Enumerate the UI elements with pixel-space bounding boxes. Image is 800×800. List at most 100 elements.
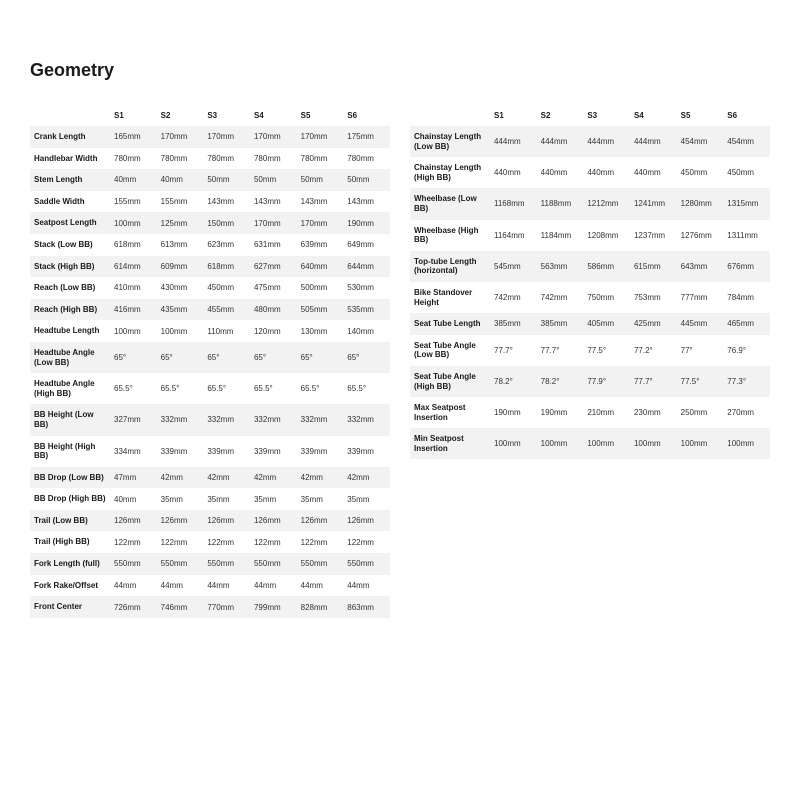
col-header: S1 (490, 105, 537, 126)
cell-value: 631mm (250, 234, 297, 256)
table-row: Trail (High BB)122mm122mm122mm122mm122mm… (30, 531, 390, 553)
cell-value: 65° (343, 342, 390, 373)
cell-value: 643mm (677, 251, 724, 282)
cell-value: 65.5° (110, 373, 157, 404)
cell-value: 126mm (250, 510, 297, 532)
cell-value: 1241mm (630, 188, 677, 219)
cell-value: 100mm (583, 428, 630, 459)
cell-value: 609mm (157, 256, 204, 278)
cell-value: 550mm (203, 553, 250, 575)
cell-value: 50mm (297, 169, 344, 191)
col-header: S6 (723, 105, 770, 126)
row-label: Saddle Width (30, 191, 110, 213)
cell-value: 77.5° (583, 335, 630, 366)
cell-value: 77.7° (490, 335, 537, 366)
cell-value: 780mm (203, 148, 250, 170)
cell-value: 444mm (537, 126, 584, 157)
row-label: Chainstay Length (High BB) (410, 157, 490, 188)
cell-value: 77.5° (677, 366, 724, 397)
row-label: Min Seatpost Insertion (410, 428, 490, 459)
cell-value: 125mm (157, 212, 204, 234)
cell-value: 77° (677, 335, 724, 366)
row-label: Wheelbase (Low BB) (410, 188, 490, 219)
cell-value: 100mm (157, 320, 204, 342)
cell-value: 47mm (110, 467, 157, 489)
cell-value: 76.9° (723, 335, 770, 366)
table-row: Crank Length165mm170mm170mm170mm170mm175… (30, 126, 390, 148)
cell-value: 440mm (537, 157, 584, 188)
cell-value: 465mm (723, 313, 770, 335)
row-label: Headtube Angle (High BB) (30, 373, 110, 404)
cell-value: 444mm (490, 126, 537, 157)
cell-value: 339mm (250, 436, 297, 467)
cell-value: 44mm (110, 575, 157, 597)
col-header: S6 (343, 105, 390, 126)
cell-value: 65° (250, 342, 297, 373)
cell-value: 405mm (583, 313, 630, 335)
cell-value: 42mm (157, 467, 204, 489)
cell-value: 339mm (343, 436, 390, 467)
cell-value: 618mm (203, 256, 250, 278)
cell-value: 35mm (203, 488, 250, 510)
cell-value: 450mm (203, 277, 250, 299)
cell-value: 550mm (297, 553, 344, 575)
cell-value: 746mm (157, 596, 204, 618)
cell-value: 230mm (630, 397, 677, 428)
cell-value: 1315mm (723, 188, 770, 219)
row-label: BB Height (Low BB) (30, 404, 110, 435)
col-header: S3 (203, 105, 250, 126)
cell-value: 120mm (250, 320, 297, 342)
cell-value: 799mm (250, 596, 297, 618)
cell-value: 780mm (297, 148, 344, 170)
cell-value: 126mm (157, 510, 204, 532)
cell-value: 170mm (297, 212, 344, 234)
cell-value: 334mm (110, 436, 157, 467)
cell-value: 1212mm (583, 188, 630, 219)
cell-value: 639mm (297, 234, 344, 256)
cell-value: 475mm (250, 277, 297, 299)
cell-value: 1184mm (537, 220, 584, 251)
cell-value: 613mm (157, 234, 204, 256)
cell-value: 126mm (110, 510, 157, 532)
cell-value: 1237mm (630, 220, 677, 251)
row-label: Stack (High BB) (30, 256, 110, 278)
cell-value: 50mm (250, 169, 297, 191)
cell-value: 676mm (723, 251, 770, 282)
row-label: Wheelbase (High BB) (410, 220, 490, 251)
table-row: Reach (Low BB)410mm430mm450mm475mm500mm5… (30, 277, 390, 299)
cell-value: 170mm (203, 126, 250, 148)
cell-value: 435mm (157, 299, 204, 321)
cell-value: 140mm (343, 320, 390, 342)
cell-value: 339mm (297, 436, 344, 467)
col-header: S3 (583, 105, 630, 126)
cell-value: 332mm (250, 404, 297, 435)
cell-value: 77.3° (723, 366, 770, 397)
table-row: Headtube Length100mm100mm110mm120mm130mm… (30, 320, 390, 342)
cell-value: 550mm (157, 553, 204, 575)
cell-value: 742mm (490, 282, 537, 313)
cell-value: 130mm (297, 320, 344, 342)
cell-value: 500mm (297, 277, 344, 299)
table-row: Seatpost Length100mm125mm150mm170mm170mm… (30, 212, 390, 234)
cell-value: 828mm (297, 596, 344, 618)
cell-value: 410mm (110, 277, 157, 299)
cell-value: 450mm (677, 157, 724, 188)
cell-value: 250mm (677, 397, 724, 428)
cell-value: 122mm (110, 531, 157, 553)
col-header: S5 (297, 105, 344, 126)
cell-value: 100mm (110, 212, 157, 234)
cell-value: 122mm (250, 531, 297, 553)
cell-value: 770mm (203, 596, 250, 618)
cell-value: 170mm (297, 126, 344, 148)
cell-value: 100mm (630, 428, 677, 459)
cell-value: 450mm (723, 157, 770, 188)
cell-value: 50mm (343, 169, 390, 191)
table-row: Seat Tube Length385mm385mm405mm425mm445m… (410, 313, 770, 335)
cell-value: 65° (157, 342, 204, 373)
cell-value: 444mm (583, 126, 630, 157)
cell-value: 444mm (630, 126, 677, 157)
cell-value: 623mm (203, 234, 250, 256)
cell-value: 44mm (343, 575, 390, 597)
row-label: Trail (Low BB) (30, 510, 110, 532)
row-label: Top-tube Length (horizontal) (410, 251, 490, 282)
